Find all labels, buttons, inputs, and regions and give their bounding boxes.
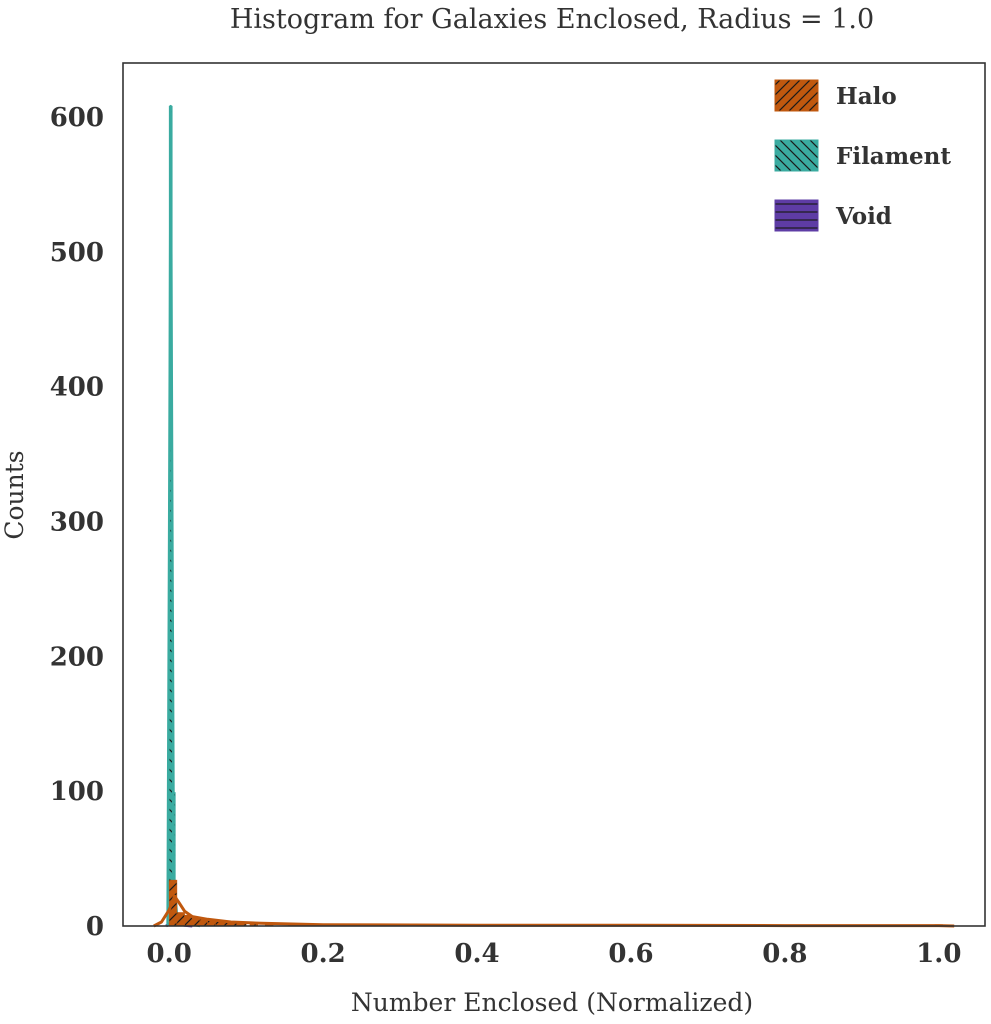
legend-swatch: [774, 79, 819, 112]
legend-item-void: Void: [774, 199, 892, 232]
chart-title: Histogram for Galaxies Enclosed, Radius …: [230, 4, 874, 35]
y-tick-label: 200: [50, 642, 104, 672]
x-axis-ticks: 0.0 0.2 0.4 0.6 0.8 1.0: [147, 939, 962, 969]
y-tick-label: 400: [50, 373, 104, 403]
plot-area: [153, 104, 955, 928]
y-tick-label: 600: [50, 103, 104, 133]
y-axis-label: Counts: [0, 450, 29, 539]
legend-swatch: [774, 199, 819, 232]
y-tick-label: 0: [86, 912, 104, 942]
y-tick-label: 100: [50, 777, 104, 807]
legend-label: Filament: [836, 143, 951, 170]
legend-item-halo: Halo: [774, 79, 897, 112]
plot-frame: [122, 62, 986, 927]
filament-series: [166, 104, 201, 928]
y-tick-label: 500: [50, 238, 104, 268]
x-tick-label: 0.4: [454, 939, 499, 969]
x-tick-label: 0.8: [762, 939, 807, 969]
legend-item-filament: Filament: [774, 139, 951, 172]
x-axis-label: Number Enclosed (Normalized): [351, 988, 753, 1017]
x-tick-label: 1.0: [916, 939, 961, 969]
y-tick-label: 300: [50, 507, 104, 537]
x-tick-label: 0.2: [300, 939, 345, 969]
legend-label: Halo: [836, 83, 897, 110]
halo-series: [153, 879, 955, 928]
halo-kde-line: [153, 894, 955, 928]
legend-swatch: [774, 139, 819, 172]
legend-label: Void: [835, 203, 892, 230]
x-tick-label: 0.0: [147, 939, 192, 969]
legend: Halo Filament Void: [774, 79, 951, 232]
y-axis-ticks: 0 100 200 300 400 500 600: [50, 103, 104, 942]
x-tick-label: 0.6: [608, 939, 653, 969]
halo-bar: [176, 912, 185, 927]
